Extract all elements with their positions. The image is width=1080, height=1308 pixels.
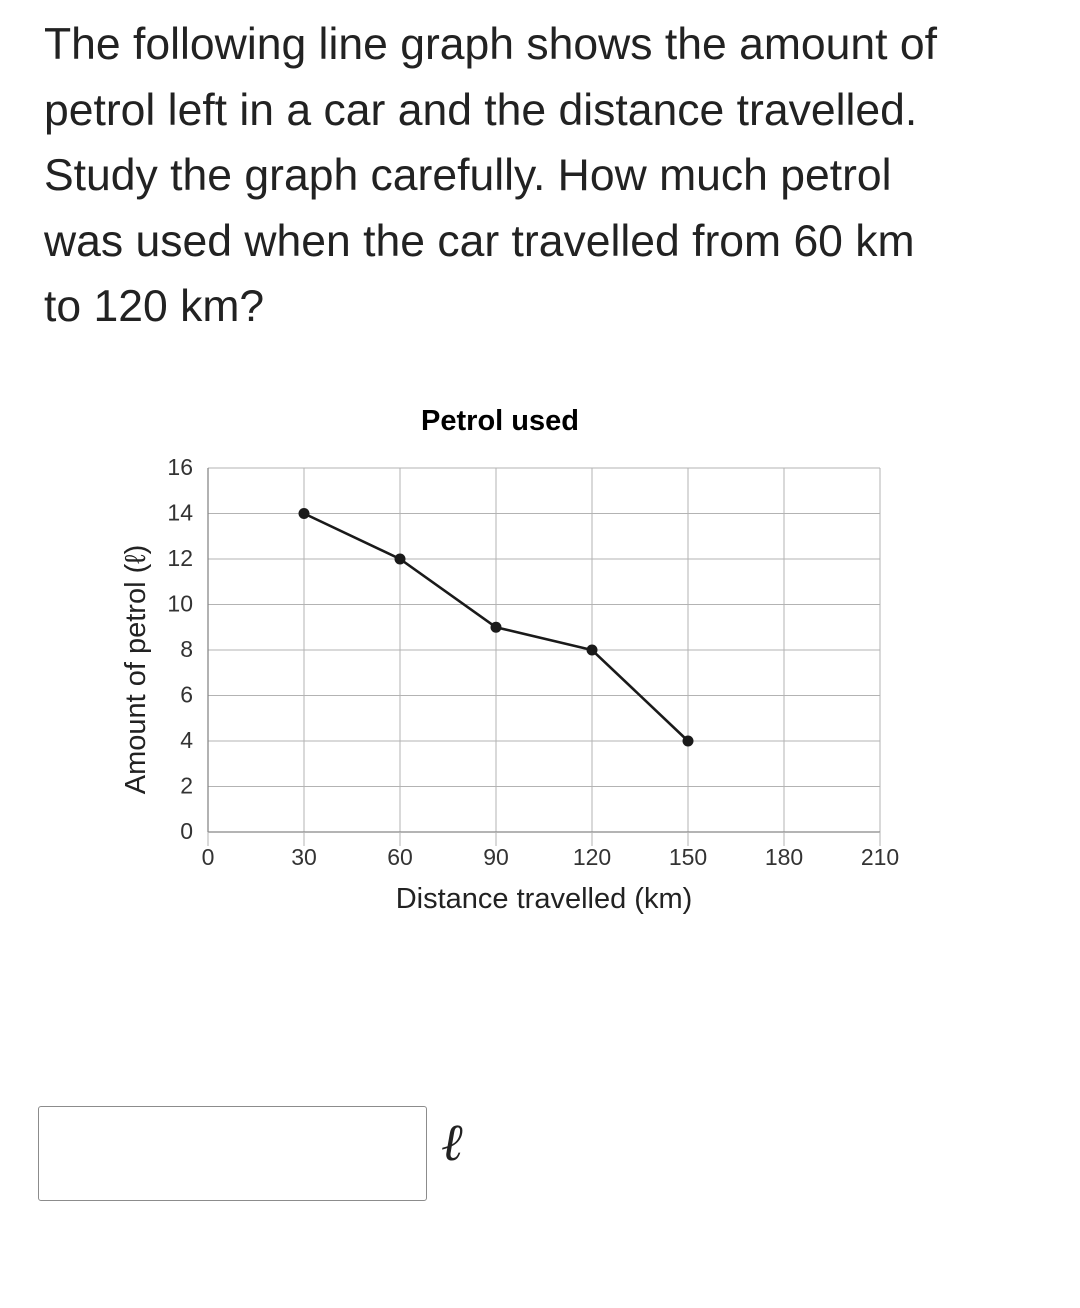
svg-text:10: 10 (167, 591, 193, 617)
svg-text:4: 4 (180, 727, 193, 753)
svg-text:2: 2 (180, 773, 193, 799)
svg-text:Petrol used: Petrol used (421, 405, 579, 437)
svg-text:90: 90 (483, 844, 509, 870)
svg-text:8: 8 (180, 636, 193, 662)
svg-text:120: 120 (573, 844, 611, 870)
svg-text:210: 210 (861, 844, 899, 870)
svg-text:14: 14 (167, 500, 193, 526)
svg-text:30: 30 (291, 844, 317, 870)
svg-text:Amount of petrol (ℓ): Amount of petrol (ℓ) (120, 545, 152, 795)
svg-text:60: 60 (387, 844, 413, 870)
svg-text:6: 6 (180, 682, 193, 708)
svg-text:Distance travelled (km): Distance travelled (km) (396, 883, 693, 915)
svg-text:0: 0 (202, 844, 215, 870)
svg-text:16: 16 (167, 454, 193, 480)
svg-text:180: 180 (765, 844, 803, 870)
svg-text:0: 0 (180, 818, 193, 844)
svg-text:12: 12 (167, 545, 193, 571)
svg-text:150: 150 (669, 844, 707, 870)
